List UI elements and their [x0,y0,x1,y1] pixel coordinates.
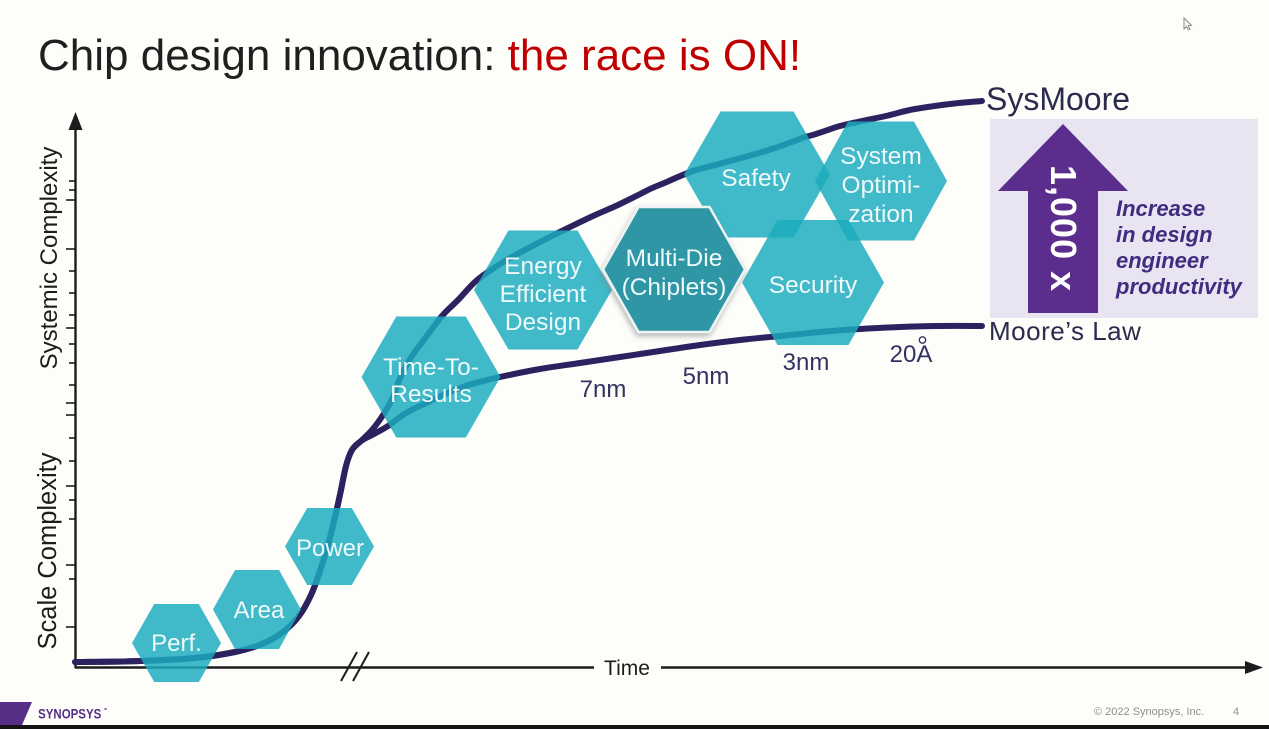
svg-text:SysMoore: SysMoore [986,81,1130,117]
svg-text:(Chiplets): (Chiplets) [622,274,727,301]
svg-text:Time-To-: Time-To- [383,354,479,381]
svg-text:Moore’s Law: Moore’s Law [989,316,1141,346]
svg-text:System: System [840,143,922,170]
svg-text:4: 4 [1233,706,1239,718]
svg-text:5nm: 5nm [683,363,730,390]
svg-text:engineer: engineer [1116,248,1209,273]
svg-text:Security: Security [769,272,858,299]
svg-text:Energy: Energy [504,253,582,280]
svg-text:3nm: 3nm [783,349,830,376]
svg-text:Results: Results [390,381,472,408]
svg-text:20A: 20A [890,341,933,368]
svg-text:Time: Time [604,657,650,680]
svg-text:Area: Area [234,597,285,624]
svg-text:Perf.: Perf. [151,630,202,657]
svg-text:Multi-Die: Multi-Die [626,245,723,272]
svg-text:Safety: Safety [721,165,791,192]
svg-text:Increase: Increase [1116,196,1205,221]
svg-text:© 2022 Synopsys, Inc.: © 2022 Synopsys, Inc. [1094,706,1204,718]
svg-text:1,000 x: 1,000 x [1043,165,1084,292]
svg-text:Optimi-: Optimi- [842,172,921,199]
svg-text:Chip design innovation: the ra: Chip design innovation: the race is ON! [38,31,801,80]
svg-text:productivity: productivity [1115,274,1244,299]
svg-text:Power: Power [296,535,364,562]
svg-text:Efficient: Efficient [500,281,587,308]
svg-text:Design: Design [505,309,581,336]
svg-text:7nm: 7nm [580,376,627,403]
svg-text:in design: in design [1116,222,1213,247]
svg-text:Scale Complexity: Scale Complexity [34,452,62,649]
svg-text:SYNOPSYS: SYNOPSYS [38,705,102,721]
svg-text:Systemic Complexity: Systemic Complexity [36,147,63,370]
svg-text:zation: zation [848,201,913,228]
